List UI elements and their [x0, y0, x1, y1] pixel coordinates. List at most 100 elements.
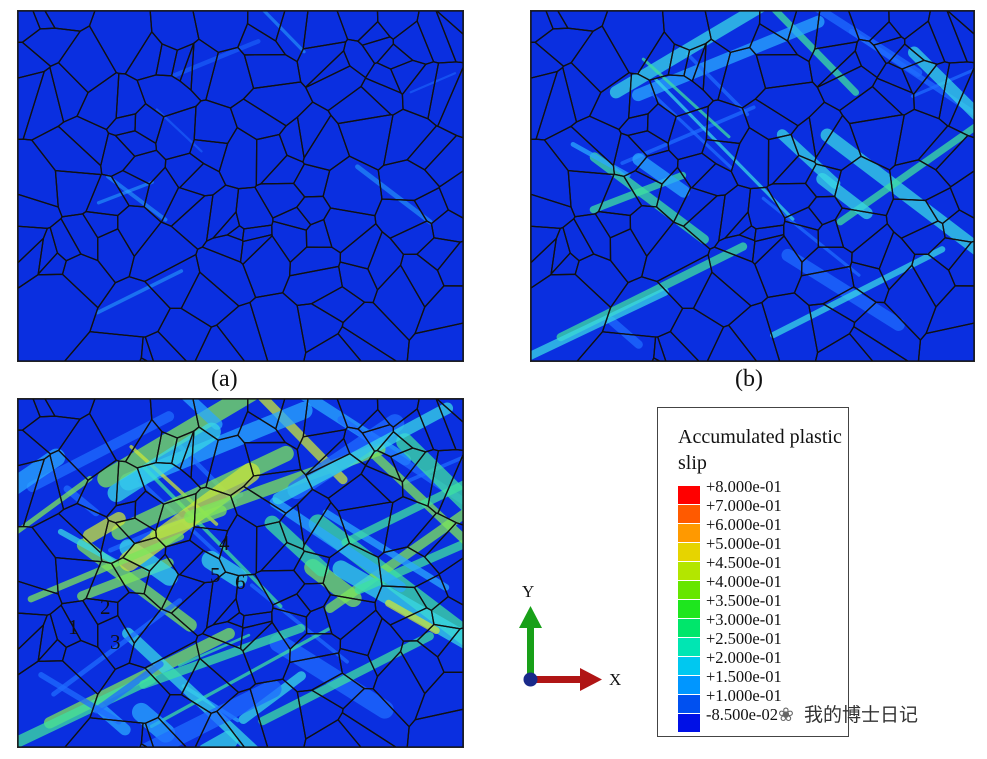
grain [392, 20, 435, 65]
grain [105, 500, 137, 524]
legend-swatch [678, 505, 700, 523]
grain [155, 430, 179, 465]
x-axis-label: X [609, 670, 622, 689]
grain [406, 708, 463, 747]
grain [201, 234, 244, 263]
caption-b: (b) [735, 366, 763, 392]
grain [201, 620, 244, 650]
color-legend: Accumulated plastic slip +8.000e-01 +7.00… [657, 407, 849, 737]
grain [435, 11, 463, 35]
legend-tick-label: +6.000e-01 [706, 515, 782, 534]
grain [924, 186, 961, 225]
grain [938, 61, 974, 127]
grain [667, 43, 691, 77]
grain [754, 81, 826, 127]
grain [18, 399, 41, 431]
slip-bands [18, 399, 463, 747]
grain [747, 186, 786, 230]
watermark: ❀ 我的博士日记 [778, 700, 918, 727]
grain [372, 650, 426, 728]
legend-swatch [678, 562, 700, 580]
grain-label-6: 6 [235, 570, 246, 594]
legend-swatch [678, 714, 700, 732]
legend-tick-label: +3.500e-01 [706, 591, 782, 610]
grain [18, 193, 63, 230]
grain [180, 657, 240, 715]
grain [18, 580, 63, 616]
grain [235, 186, 274, 230]
slip-bands [531, 11, 974, 361]
grain [672, 186, 719, 228]
grain [121, 536, 167, 572]
legend-tick-label: +8.000e-01 [706, 477, 782, 496]
grain [903, 20, 946, 65]
legend-tick-label: +3.000e-01 [706, 610, 782, 629]
grain [883, 264, 937, 341]
grain [160, 186, 207, 228]
simulation-panel-c [17, 398, 464, 748]
legend-tick-label: +2.000e-01 [706, 648, 782, 667]
grain [415, 237, 462, 272]
grain [296, 303, 344, 354]
legend-tick-label: +2.500e-01 [706, 629, 782, 648]
legend-tick-label: +1.500e-01 [706, 667, 782, 686]
grain [18, 273, 99, 361]
grain [242, 81, 314, 127]
grain [22, 453, 65, 528]
legend-swatch [678, 543, 700, 561]
simulation-panel-b [530, 10, 975, 362]
grain-boundaries [18, 11, 463, 361]
grain [18, 11, 41, 43]
grain [436, 399, 463, 423]
legend-tick-label: +1.000e-01 [706, 686, 782, 705]
grain [357, 408, 392, 434]
grain [413, 573, 449, 612]
legend-swatch [678, 486, 700, 504]
grain [275, 399, 309, 451]
grain [531, 273, 612, 361]
grain [427, 448, 463, 515]
legend-swatch [678, 638, 700, 656]
grain [88, 11, 153, 75]
grain [868, 20, 903, 46]
grain [136, 74, 202, 118]
grain-boundaries [531, 11, 974, 361]
axis-triad [500, 580, 640, 700]
grain [105, 112, 137, 137]
grain [22, 66, 65, 141]
grain [786, 11, 821, 63]
grain [535, 66, 578, 141]
grain [765, 182, 818, 219]
grain [296, 689, 344, 740]
grain [531, 193, 576, 230]
grain [242, 468, 314, 515]
watermark-text: 我的博士日记 [804, 704, 919, 726]
grain-label-5: 5 [210, 563, 221, 587]
legend-swatch [678, 657, 700, 675]
grain-label-4: 4 [219, 531, 230, 555]
grain [356, 20, 392, 46]
grain [180, 271, 240, 328]
grain [271, 607, 308, 651]
legend-swatch [678, 619, 700, 637]
wechat-icon: ❀ [778, 704, 794, 726]
grain [601, 11, 665, 75]
grain [88, 399, 153, 463]
grain [271, 220, 308, 264]
grain [97, 228, 135, 284]
caption-a: (a) [211, 366, 238, 392]
legend-swatch [678, 581, 700, 599]
grain [64, 717, 144, 747]
legend-swatch [678, 524, 700, 542]
legend-swatch [678, 695, 700, 713]
grain [63, 330, 144, 361]
grain-label-2: 2 [100, 595, 111, 619]
grain [576, 331, 657, 361]
grain [783, 220, 820, 264]
grain [235, 573, 274, 617]
grain [946, 11, 974, 35]
grain [618, 112, 649, 137]
grain-label-3: 3 [110, 630, 121, 654]
grain [136, 461, 202, 505]
legend-swatch [678, 600, 700, 618]
